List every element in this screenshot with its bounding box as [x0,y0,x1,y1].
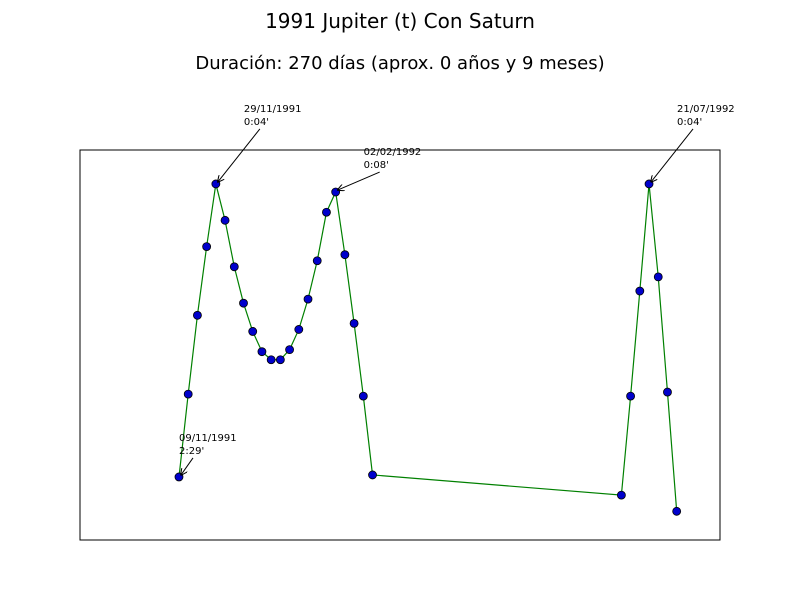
data-point [635,286,645,296]
annotation-text: 29/11/1991 [244,104,302,115]
data-point [193,310,202,320]
data-point [653,272,663,282]
data-point [349,318,359,328]
annotation-text: 0:04' [244,117,269,128]
annotation-arrow [338,171,380,190]
data-point [202,242,212,251]
data-point [322,207,331,217]
data-point [616,490,626,500]
chart-subtitle: Duración: 270 días (aprox. 0 años y 9 me… [195,53,604,74]
data-point [312,256,322,266]
plot-frame [79,149,721,541]
data-point [220,215,230,225]
data-point [663,387,672,397]
annotation-arrow [651,128,694,182]
chart-title: 1991 Jupiter (t) Con Saturn [265,9,535,33]
data-point [626,391,635,401]
data-point [248,327,258,336]
annotation-text: 0:04' [677,117,702,128]
annotation-text: 0:08' [364,160,389,171]
data-point [294,325,304,334]
data-point [257,347,267,357]
annotation-text: 09/11/1991 [179,433,237,444]
annotation-text: 02/02/1992 [364,147,422,158]
annotation-text: 21/07/1992 [677,104,735,115]
data-point [266,355,276,365]
data-point [285,345,294,355]
data-point [229,262,239,272]
data-point [368,470,377,480]
data-point [672,506,682,516]
annotation-arrow [218,128,261,182]
annotation-text: 2:29' [179,446,204,457]
data-point [183,389,193,399]
annotation-arrow [181,457,194,475]
data-point [303,294,313,304]
data-point [275,355,285,365]
data-point [239,298,248,308]
data-point [358,391,368,401]
data-point [340,250,350,260]
